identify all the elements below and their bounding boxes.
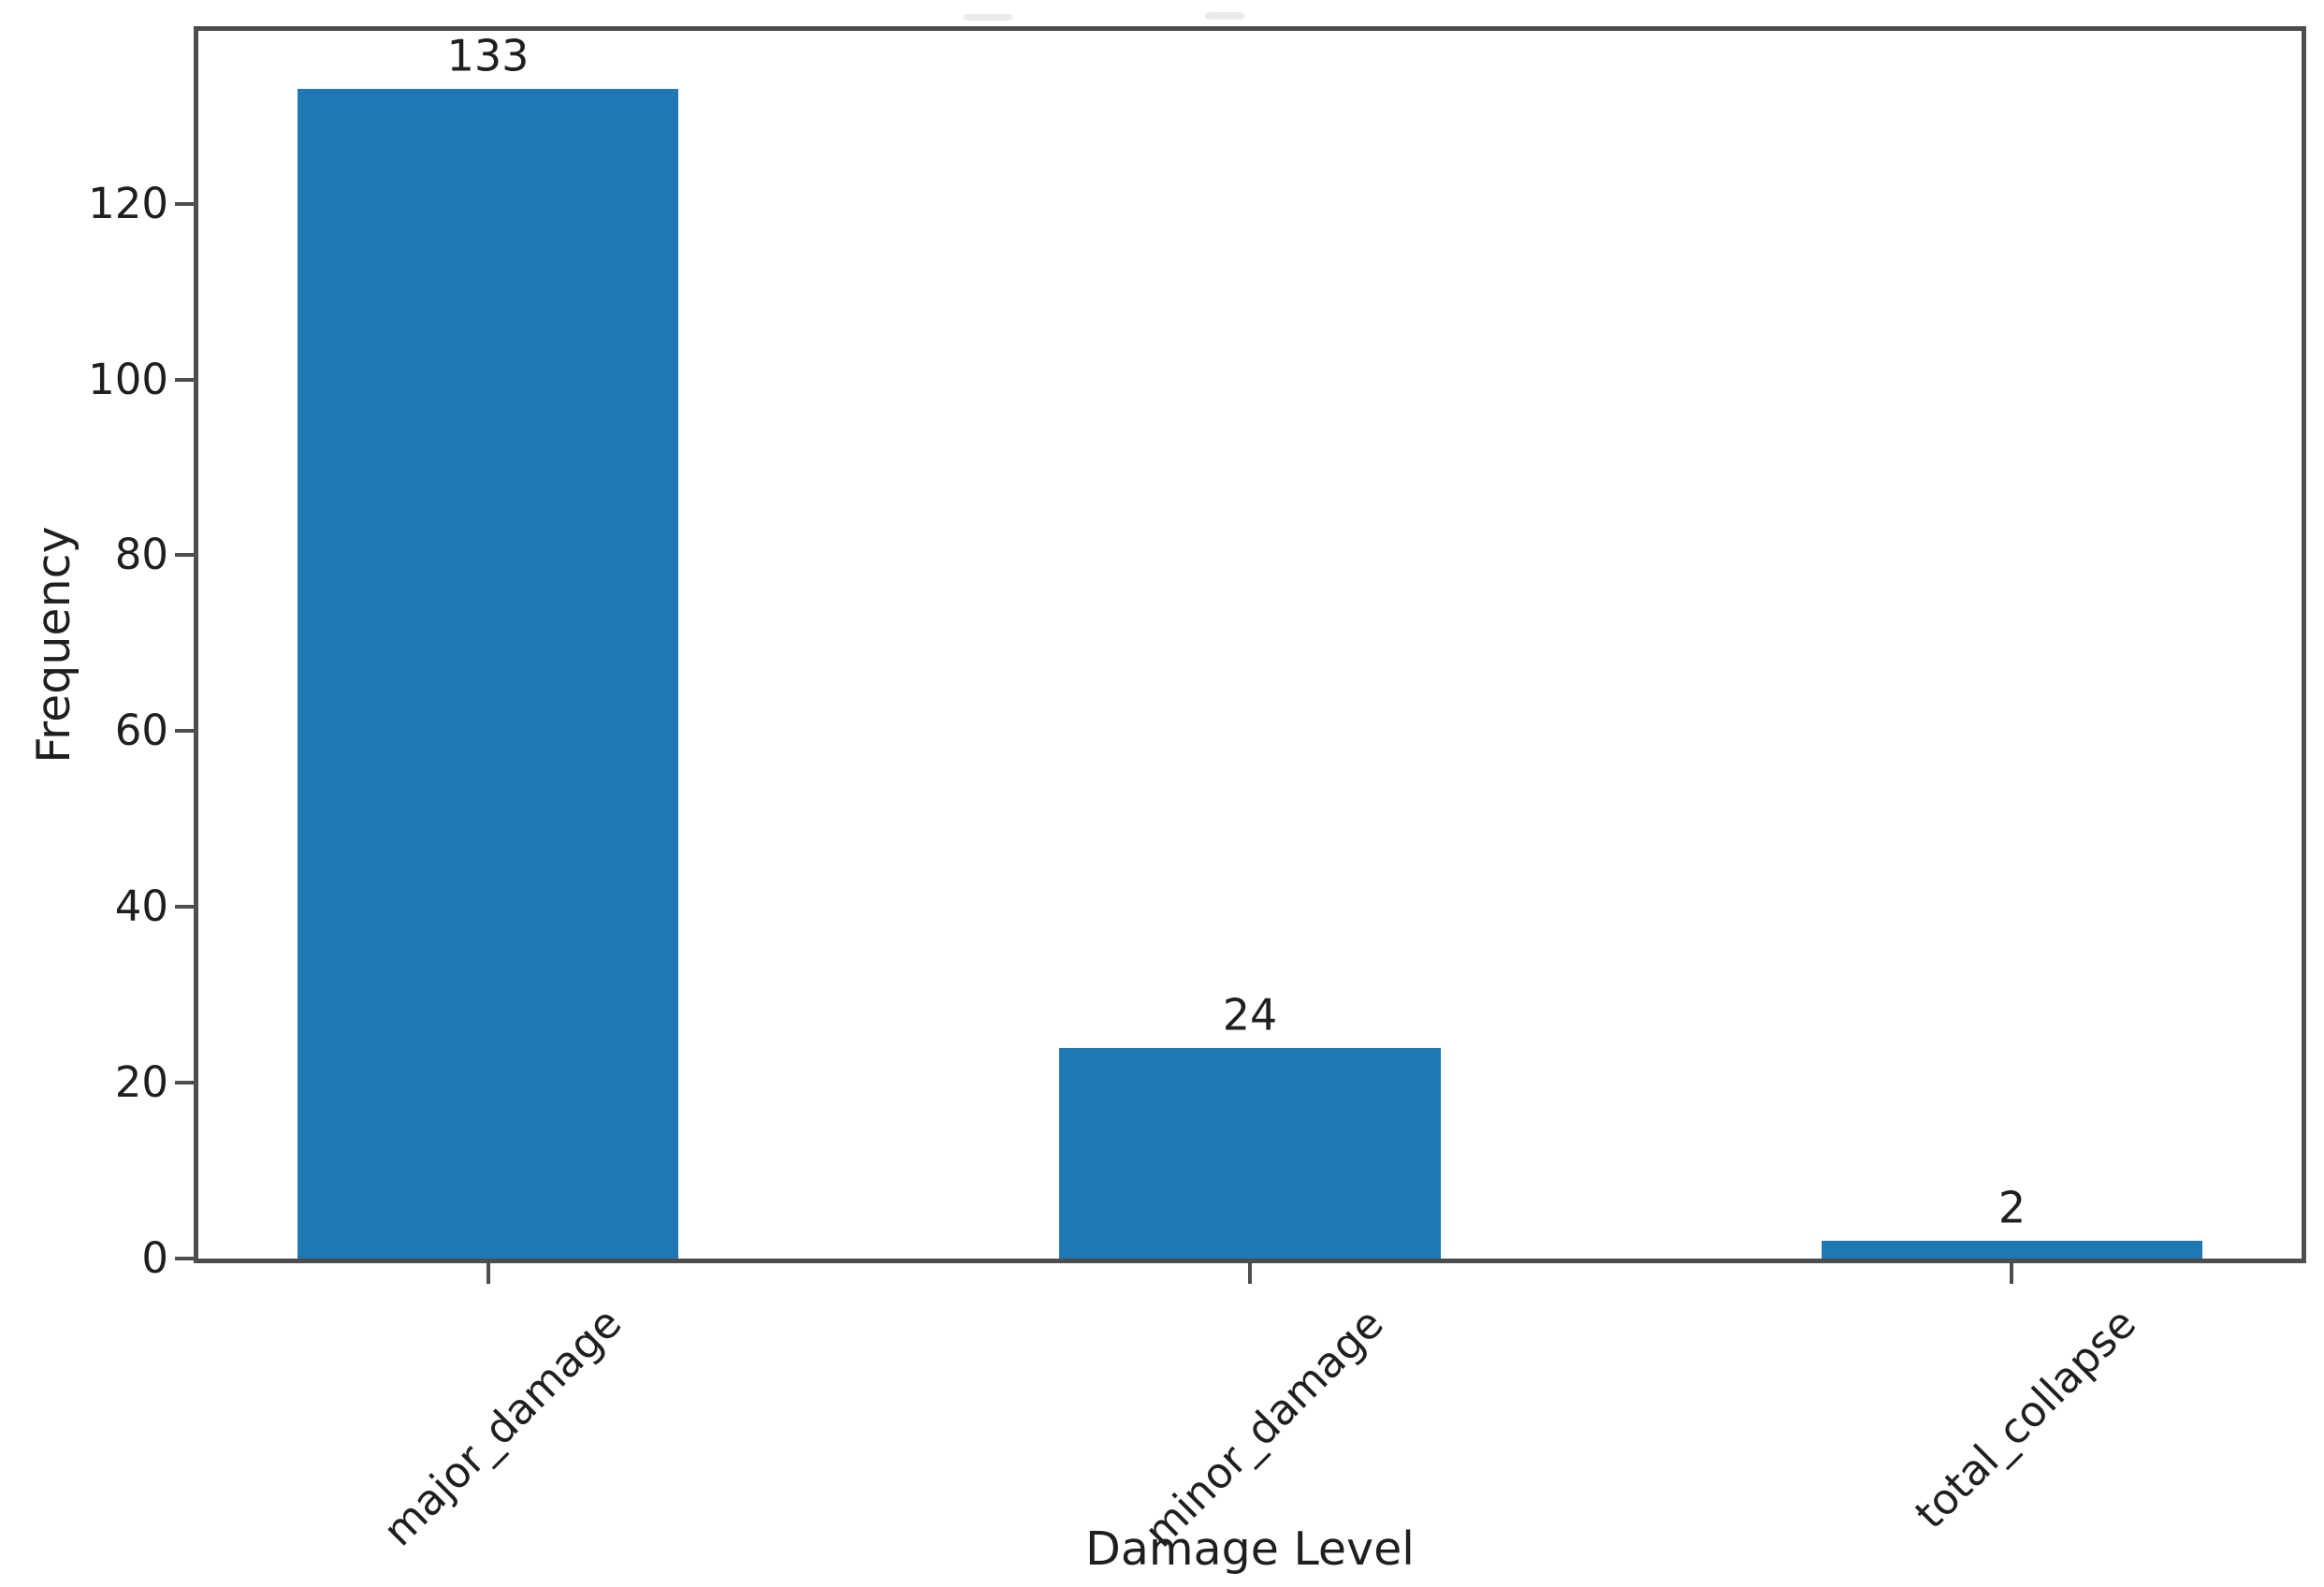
y-tick-label: 100 xyxy=(88,354,168,404)
y-tick-mark xyxy=(175,553,194,558)
plot-spine-left xyxy=(194,26,198,1263)
x-tick-mark xyxy=(1248,1263,1252,1284)
bar-major_damage xyxy=(297,89,679,1259)
cropped-title-remnant xyxy=(964,14,1012,21)
x-axis-label: Damage Level xyxy=(1085,1522,1415,1577)
bar-value-label: 24 xyxy=(1222,989,1278,1041)
plot-spine-right xyxy=(2302,26,2306,1263)
y-tick-label: 60 xyxy=(114,706,168,756)
x-tick-label-total_collapse: total_collapse xyxy=(1905,1298,2146,1539)
y-tick-mark xyxy=(175,201,194,206)
x-tick-mark xyxy=(2010,1263,2014,1284)
y-axis-label: Frequency xyxy=(27,526,81,764)
y-tick-mark xyxy=(175,377,194,382)
y-tick-mark xyxy=(175,1257,194,1260)
y-tick-label: 20 xyxy=(114,1057,168,1108)
bar-value-label: 133 xyxy=(446,31,530,82)
plot-spine-top xyxy=(194,26,2306,31)
plot-spine-bottom xyxy=(194,1259,2306,1263)
bar-minor_damage xyxy=(1059,1047,1441,1259)
x-tick-mark xyxy=(486,1263,490,1284)
x-tick-label-major_damage: major_damage xyxy=(372,1298,631,1556)
y-tick-mark xyxy=(175,1081,194,1085)
bar-total_collapse xyxy=(1821,1241,2203,1259)
x-tick-label-minor_damage: minor_damage xyxy=(1134,1298,1393,1557)
y-tick-label: 40 xyxy=(114,881,168,932)
y-tick-label: 0 xyxy=(141,1233,168,1284)
y-tick-mark xyxy=(175,905,194,910)
y-tick-label: 80 xyxy=(114,530,168,580)
cropped-title-remnant xyxy=(1205,12,1244,20)
bar-value-label: 2 xyxy=(1997,1182,2026,1233)
y-tick-mark xyxy=(175,729,194,734)
y-tick-label: 120 xyxy=(88,178,168,228)
